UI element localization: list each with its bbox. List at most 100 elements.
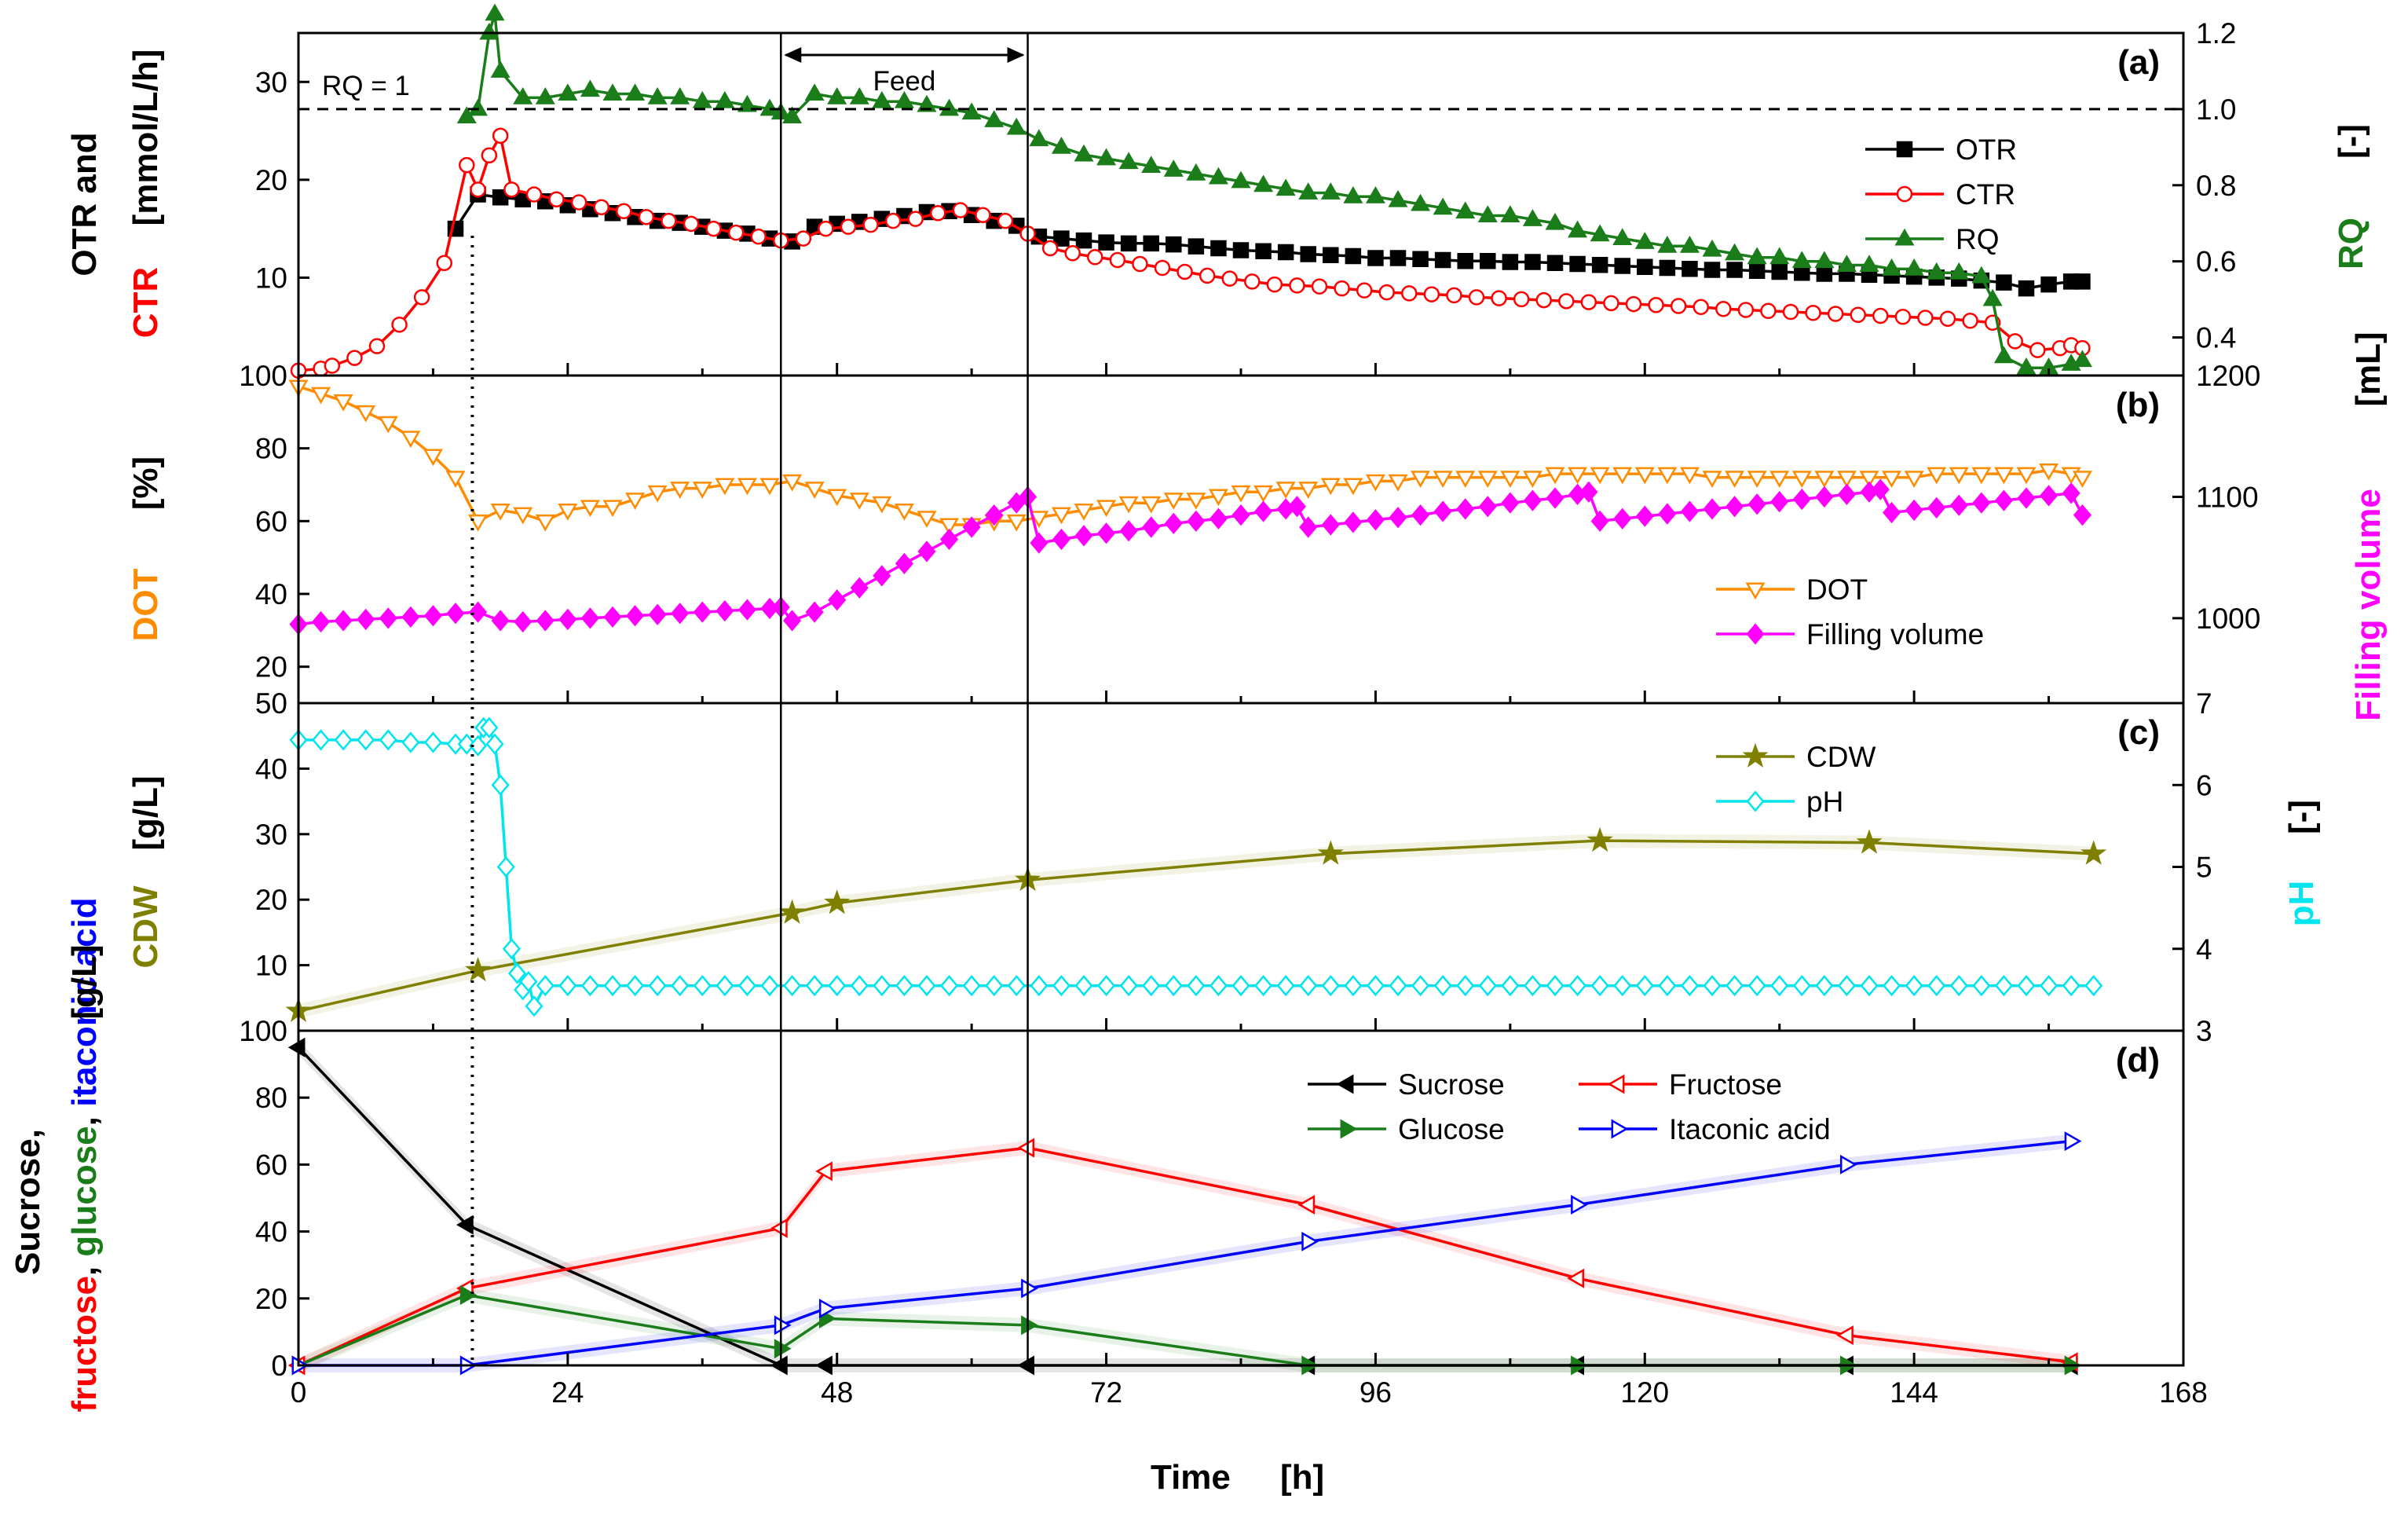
ctr-point — [705, 220, 722, 237]
rq-point — [1118, 152, 1139, 170]
ph-point — [558, 975, 577, 997]
rq-point — [1993, 346, 2014, 364]
filling-volume-point — [1994, 489, 2013, 511]
filling-volume-point — [1546, 487, 1564, 509]
ctr-point — [1154, 259, 1171, 277]
ctr-point — [1782, 303, 1799, 321]
ph-point — [1142, 975, 1161, 997]
dot-point — [1275, 482, 1296, 499]
dot-point — [468, 514, 489, 532]
x-tick-label: 168 — [2159, 1376, 2208, 1409]
rq-point — [759, 98, 780, 116]
dot-point — [1320, 478, 1341, 496]
dot-point — [1545, 467, 1565, 485]
itaconic-acid-point — [1021, 1278, 1038, 1299]
legend-label: Itaconic acid — [1669, 1113, 1831, 1145]
y-tick-label: 100 — [239, 360, 287, 392]
y-tick-label: 60 — [255, 505, 287, 537]
filling-volume-point — [962, 516, 981, 538]
filling-volume-point — [446, 603, 465, 625]
dot-point — [1006, 514, 1027, 532]
otr-point — [1659, 259, 1676, 277]
dot-point — [580, 500, 600, 518]
dot-point — [1522, 471, 1543, 489]
filling-volume-point — [1433, 500, 1452, 522]
dot-point — [1949, 467, 1969, 485]
ctr-point — [683, 215, 700, 233]
legend-label: CTR — [1956, 178, 2015, 211]
dot-point — [1927, 467, 1947, 485]
rq-point — [961, 102, 982, 120]
filling-volume-point — [379, 607, 397, 629]
dot-point — [1791, 471, 1812, 489]
filling-volume-point — [648, 603, 667, 625]
legend-swatch-marker — [1746, 623, 1765, 645]
filling-volume-point — [626, 605, 645, 627]
dot-point — [1882, 471, 1902, 489]
ctr-point — [1850, 306, 1866, 324]
rq-point — [602, 83, 623, 101]
ph-point — [1703, 975, 1722, 997]
legend-swatch-marker — [1742, 742, 1769, 768]
filling-volume-point — [1635, 505, 1654, 527]
otr-point — [1210, 240, 1227, 257]
axes-layer: 1020300.40.60.81.01.2(a)2040608010010001… — [9, 17, 2388, 1497]
y-axis-unit-d: [g/L] — [65, 944, 104, 1019]
ctr-point — [930, 204, 946, 222]
ph-point — [1231, 975, 1250, 997]
rq-point — [1096, 148, 1117, 166]
filling-volume-point — [1815, 486, 1834, 508]
filling-volume-point — [580, 607, 599, 629]
ph-point — [480, 716, 499, 738]
ctr-point — [1289, 277, 1305, 294]
ctr-point — [525, 186, 543, 203]
ph-point — [2062, 975, 2080, 997]
fructose-point — [1836, 1325, 1854, 1346]
ph-point — [940, 975, 959, 997]
y-axis-title-part: , — [65, 1257, 104, 1276]
dot-point — [1253, 485, 1274, 503]
ph-point — [1949, 975, 1968, 997]
legend-label: Fructose — [1669, 1068, 1782, 1101]
ph-point — [457, 733, 476, 755]
y-tick-label: 40 — [255, 578, 287, 610]
y2-tick-label: 0.6 — [2196, 246, 2236, 278]
panel-label: (d) — [2116, 1041, 2160, 1079]
rq-reference-label: RQ = 1 — [322, 71, 410, 101]
dot-point — [939, 518, 960, 536]
otr-point — [2074, 273, 2091, 290]
legend-item-rq: RQ — [1865, 223, 2000, 255]
ph-point — [737, 975, 756, 997]
filling-volume-point — [985, 504, 1004, 526]
y-tick-label: 60 — [255, 1149, 287, 1181]
ctr-point — [997, 212, 1014, 229]
ph-point — [496, 856, 515, 878]
otr-point — [1682, 260, 1698, 277]
legend-item-otr: OTR — [1865, 134, 2017, 166]
otr-point — [1480, 253, 1496, 269]
rq-point — [1074, 144, 1094, 162]
rq-point — [872, 90, 892, 108]
ctr-point — [1378, 284, 1395, 301]
y-axis-title-part: glucose — [65, 1126, 104, 1256]
rq-point — [1522, 209, 1543, 226]
rq-point — [2016, 357, 2037, 375]
otr-point — [1524, 254, 1541, 270]
y2-tick-label: 3 — [2196, 1015, 2212, 1047]
ctr-point — [1872, 307, 1889, 324]
ctr-point — [616, 203, 632, 219]
ctr-point — [1468, 289, 1485, 306]
rq-point — [1231, 170, 1251, 189]
filling-volume-point — [940, 528, 959, 551]
ctr-point — [1132, 255, 1148, 273]
filling-volume-point — [1770, 490, 1789, 513]
ph-point — [1994, 975, 2013, 997]
filling-volume-point — [1299, 516, 1318, 538]
legend-swatch-marker — [1894, 228, 1915, 246]
ph-point — [1635, 975, 1654, 997]
ph-point — [1501, 975, 1520, 997]
ph-point — [1905, 975, 1923, 997]
y2-axis-title-rq: RQ — [2332, 218, 2370, 269]
ctr-point — [975, 207, 991, 223]
rq-point — [1747, 247, 1767, 265]
